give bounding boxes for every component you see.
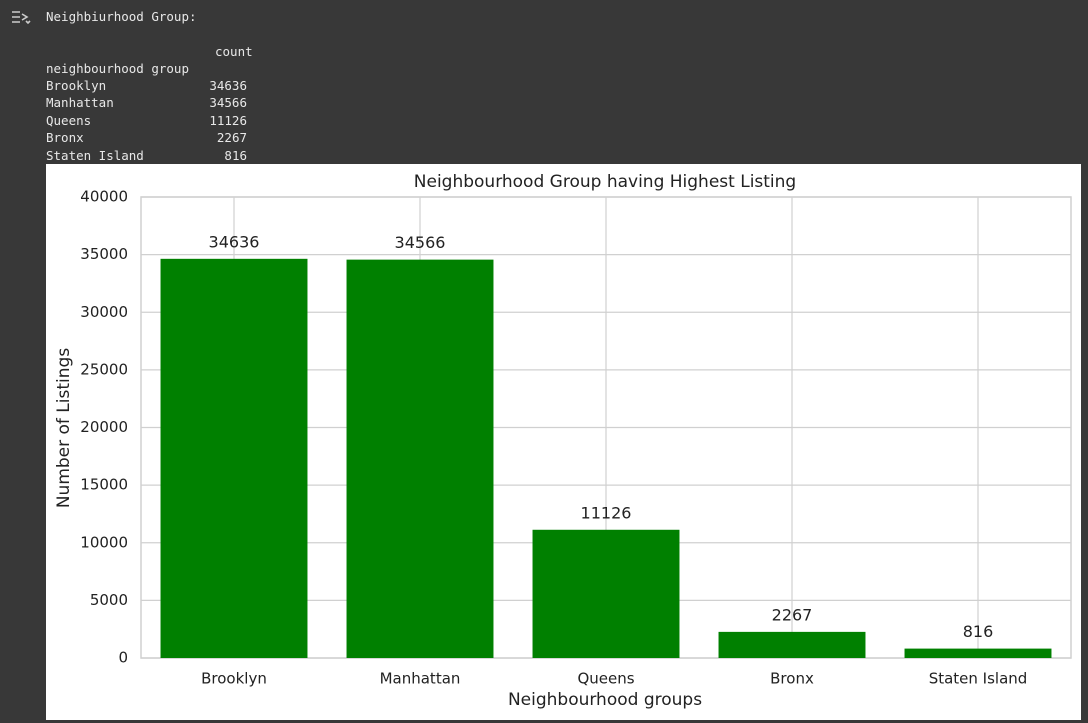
bar (904, 648, 1052, 658)
y-tick-label: 40000 (80, 188, 128, 206)
value-label: 2267 (772, 605, 813, 624)
x-tick-label: Staten Island (929, 670, 1028, 688)
index-name: neighbourhood group (46, 61, 189, 76)
y-axis-label: Number of Listings (54, 348, 74, 508)
x-tick-label: Manhattan (380, 670, 461, 688)
y-tick-label: 30000 (80, 303, 128, 321)
row-label: Queens (46, 112, 92, 128)
row-label: Staten Island (46, 147, 144, 163)
row-count: 34636 (209, 78, 247, 93)
chart: Neighbourhood Group having Highest Listi… (46, 164, 1081, 720)
x-tick-label: Queens (577, 670, 634, 688)
bar (718, 631, 866, 658)
y-tick-label: 35000 (80, 245, 128, 263)
y-tick-label: 5000 (90, 591, 128, 609)
value-label: 11126 (581, 503, 632, 522)
output-header: Neighbiurhood Group: (46, 9, 197, 24)
row-label: Brooklyn (46, 78, 107, 93)
y-tick-label: 15000 (80, 476, 128, 494)
x-tick-label: Bronx (770, 670, 814, 688)
row-label: Bronx (46, 130, 84, 146)
row-count: 2267 (216, 130, 247, 146)
value-label: 34636 (209, 232, 260, 251)
output-icon[interactable] (10, 8, 32, 26)
row-count: 11126 (209, 112, 247, 128)
x-axis-label: Neighbourhood groups (508, 690, 702, 710)
chart-title: Neighbourhood Group having Highest Listi… (414, 172, 796, 192)
value-label: 816 (963, 622, 994, 641)
row-count: 34566 (209, 95, 247, 111)
bar (160, 258, 308, 658)
value-label: 34566 (395, 233, 446, 252)
bar (532, 529, 680, 658)
bar (346, 259, 494, 658)
column-header: count (215, 44, 253, 59)
row-count: 816 (224, 147, 247, 163)
y-tick-label: 20000 (80, 418, 128, 436)
y-tick-label: 10000 (80, 533, 128, 551)
y-tick-label: 0 (118, 649, 128, 667)
x-tick-label: Brooklyn (201, 670, 267, 688)
row-label: Manhattan (46, 95, 114, 111)
y-tick-label: 25000 (80, 360, 128, 378)
